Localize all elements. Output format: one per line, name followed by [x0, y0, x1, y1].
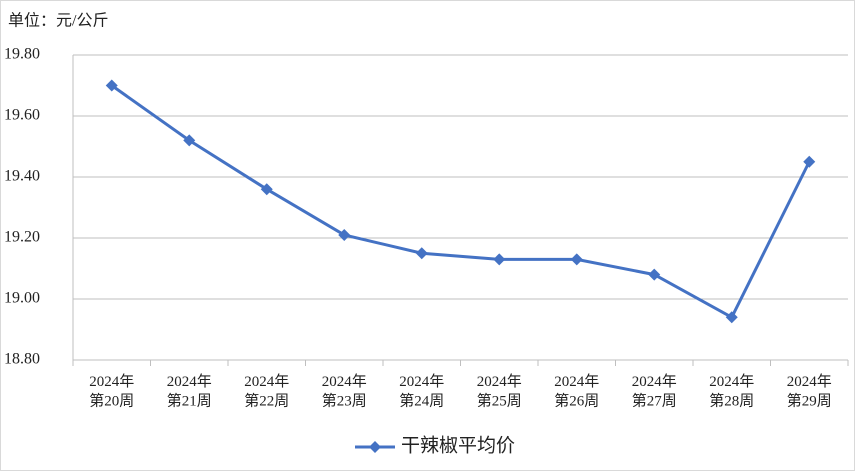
data-point: [570, 253, 583, 266]
x-tick-label: 2024年第22周: [244, 373, 289, 410]
x-tick-label: 2024年第23周: [322, 373, 367, 410]
legend-label: 干辣椒平均价: [401, 434, 515, 456]
y-tick-label: 18.80: [4, 351, 40, 368]
legend-marker: [369, 441, 381, 453]
x-tick-label: 2024年第27周: [632, 373, 677, 410]
x-tick-label: 2024年第24周: [399, 373, 444, 410]
data-point: [725, 311, 738, 324]
data-point: [493, 253, 506, 266]
x-tick-label: 2024年第25周: [477, 373, 522, 410]
y-tick-label: 19.60: [4, 107, 40, 124]
data-point: [648, 268, 661, 281]
unit-label: 单位：元/公斤: [8, 12, 108, 30]
x-tick-label: 2024年第26周: [554, 373, 599, 410]
y-tick-label: 19.80: [4, 46, 40, 63]
x-tick-label: 2024年第21周: [167, 373, 212, 410]
data-point: [803, 155, 816, 168]
data-point: [105, 79, 118, 92]
series-line: [110, 84, 811, 320]
data-point: [338, 228, 351, 241]
y-tick-label: 19.40: [4, 168, 40, 185]
data-point: [260, 183, 273, 196]
x-tick-label: 2024年第29周: [787, 373, 832, 410]
y-tick-label: 19.20: [4, 229, 40, 246]
x-tick-label: 2024年第20周: [89, 373, 134, 410]
data-point: [415, 247, 428, 260]
x-tick-label: 2024年第28周: [709, 373, 754, 410]
data-point: [183, 134, 196, 147]
y-tick-label: 19.00: [4, 290, 40, 307]
